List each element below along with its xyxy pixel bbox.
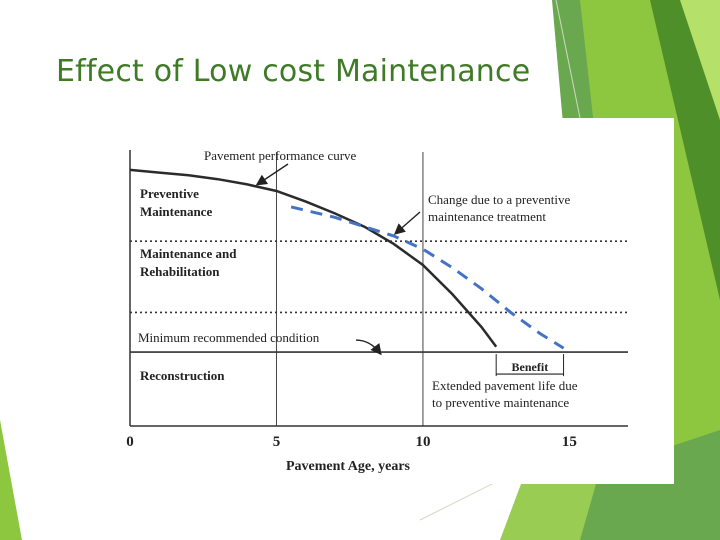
pavement-chart: 051015070100Pavement Age, yearsPavement … bbox=[126, 148, 628, 474]
accent-corner-left bbox=[0, 420, 22, 540]
zone-label: Preventive bbox=[140, 186, 199, 201]
annotation-arrow bbox=[393, 211, 421, 235]
minimum-condition-label: Minimum recommended condition bbox=[138, 330, 320, 345]
preventive-maintenance-curve bbox=[290, 205, 565, 350]
annotation-change: maintenance treatment bbox=[428, 209, 546, 224]
chart-figure: 051015070100Pavement Age, yearsPavement … bbox=[118, 118, 674, 484]
x-tick-label: 15 bbox=[562, 434, 577, 450]
accent-corner-bottom-dark bbox=[580, 430, 720, 540]
x-tick-label: 0 bbox=[126, 434, 134, 450]
accent-band-pale bbox=[680, 0, 720, 120]
zone-label: Reconstruction bbox=[140, 368, 225, 383]
annotation-performance: Pavement performance curve bbox=[204, 148, 357, 163]
annotation-arrow bbox=[355, 339, 382, 356]
annotation-benefit: Benefit bbox=[512, 360, 549, 374]
accent-band-deep bbox=[650, 0, 720, 300]
x-tick-label: 5 bbox=[273, 434, 281, 450]
annotation-change: Change due to a preventive bbox=[428, 192, 570, 207]
zone-label: Maintenance bbox=[140, 204, 212, 219]
zone-label: Rehabilitation bbox=[140, 264, 220, 279]
annotation-arrow bbox=[255, 163, 289, 186]
decor-line bbox=[555, 0, 581, 119]
zone-label: Maintenance and bbox=[140, 246, 237, 261]
x-axis-label: Pavement Age, years bbox=[286, 459, 411, 474]
annotation-extended: Extended pavement life due bbox=[432, 378, 578, 393]
x-tick-label: 10 bbox=[415, 434, 430, 450]
pavement-performance-curve bbox=[129, 168, 498, 348]
slide-title: Effect of Low cost Maintenance bbox=[56, 54, 531, 89]
annotation-extended: to preventive maintenance bbox=[432, 395, 569, 410]
